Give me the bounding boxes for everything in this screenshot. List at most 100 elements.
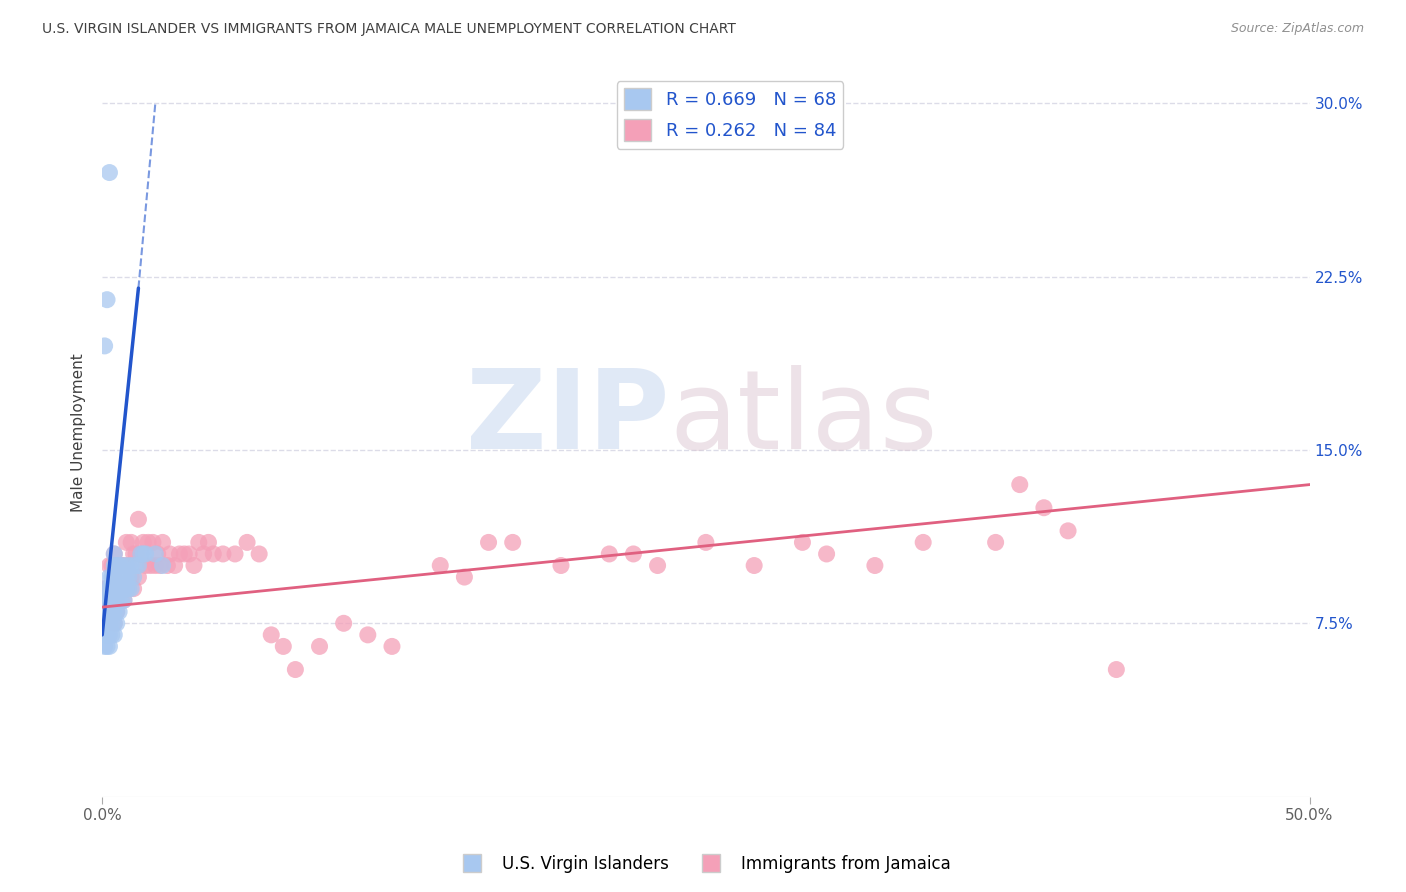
Point	[101, 605, 124, 619]
Y-axis label: Male Unemployment: Male Unemployment	[72, 353, 86, 512]
Point	[93, 593, 115, 607]
Point	[115, 535, 138, 549]
Point	[142, 535, 165, 549]
Point	[127, 558, 149, 573]
Point	[98, 582, 121, 596]
Point	[112, 582, 135, 596]
Point	[197, 535, 219, 549]
Point	[695, 535, 717, 549]
Point	[93, 582, 115, 596]
Point	[308, 640, 330, 654]
Point	[103, 558, 125, 573]
Point	[103, 616, 125, 631]
Point	[136, 535, 159, 549]
Point	[260, 628, 283, 642]
Point	[120, 558, 142, 573]
Point	[101, 628, 124, 642]
Point	[212, 547, 235, 561]
Point	[110, 582, 132, 596]
Point	[96, 593, 118, 607]
Point	[105, 570, 128, 584]
Point	[1008, 477, 1031, 491]
Point	[105, 593, 128, 607]
Point	[105, 616, 128, 631]
Point	[103, 593, 125, 607]
Point	[118, 558, 141, 573]
Point	[110, 593, 132, 607]
Point	[103, 616, 125, 631]
Point	[93, 628, 115, 642]
Point	[179, 547, 201, 561]
Point	[103, 605, 125, 619]
Point	[247, 547, 270, 561]
Point	[152, 535, 174, 549]
Point	[103, 628, 125, 642]
Point	[101, 605, 124, 619]
Text: U.S. VIRGIN ISLANDER VS IMMIGRANTS FROM JAMAICA MALE UNEMPLOYMENT CORRELATION CH: U.S. VIRGIN ISLANDER VS IMMIGRANTS FROM …	[42, 22, 737, 37]
Point	[115, 558, 138, 573]
Point	[120, 535, 142, 549]
Point	[984, 535, 1007, 549]
Point	[110, 582, 132, 596]
Point	[105, 582, 128, 596]
Point	[93, 593, 115, 607]
Point	[108, 570, 131, 584]
Point	[98, 558, 121, 573]
Legend: U.S. Virgin Islanders, Immigrants from Jamaica: U.S. Virgin Islanders, Immigrants from J…	[449, 848, 957, 880]
Point	[112, 593, 135, 607]
Point	[108, 593, 131, 607]
Point	[118, 570, 141, 584]
Point	[453, 570, 475, 584]
Point	[477, 535, 499, 549]
Point	[1105, 663, 1128, 677]
Point	[129, 547, 152, 561]
Point	[101, 616, 124, 631]
Point	[110, 558, 132, 573]
Point	[502, 535, 524, 549]
Point	[120, 582, 142, 596]
Point	[98, 628, 121, 642]
Point	[125, 558, 148, 573]
Point	[792, 535, 814, 549]
Point	[357, 628, 380, 642]
Point	[103, 593, 125, 607]
Point	[115, 582, 138, 596]
Point	[122, 570, 145, 584]
Point	[1032, 500, 1054, 515]
Point	[143, 558, 166, 573]
Point	[129, 547, 152, 561]
Point	[96, 293, 118, 307]
Point	[108, 582, 131, 596]
Point	[93, 605, 115, 619]
Point	[112, 558, 135, 573]
Point	[108, 558, 131, 573]
Point	[152, 558, 174, 573]
Point	[110, 570, 132, 584]
Point	[96, 605, 118, 619]
Point	[110, 558, 132, 573]
Point	[1057, 524, 1080, 538]
Point	[101, 558, 124, 573]
Point	[742, 558, 765, 573]
Point	[381, 640, 404, 654]
Point	[96, 582, 118, 596]
Point	[98, 165, 121, 179]
Point	[103, 547, 125, 561]
Point	[135, 547, 157, 561]
Point	[127, 512, 149, 526]
Point	[236, 535, 259, 549]
Point	[98, 593, 121, 607]
Point	[193, 547, 215, 561]
Point	[139, 558, 162, 573]
Point	[815, 547, 838, 561]
Point	[108, 605, 131, 619]
Point	[187, 535, 209, 549]
Point	[98, 616, 121, 631]
Point	[202, 547, 225, 561]
Point	[163, 558, 186, 573]
Point	[96, 616, 118, 631]
Point	[103, 582, 125, 596]
Point	[103, 547, 125, 561]
Point	[143, 547, 166, 561]
Point	[284, 663, 307, 677]
